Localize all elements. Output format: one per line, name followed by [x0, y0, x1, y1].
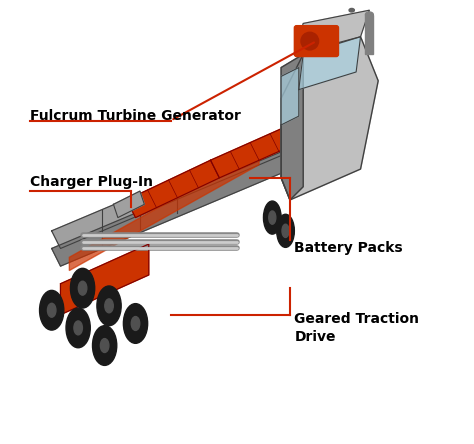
Ellipse shape: [71, 268, 95, 308]
Ellipse shape: [105, 299, 113, 313]
Polygon shape: [281, 54, 303, 200]
Polygon shape: [294, 10, 369, 54]
Ellipse shape: [282, 224, 289, 238]
Ellipse shape: [92, 326, 117, 365]
Polygon shape: [52, 125, 312, 249]
Polygon shape: [299, 37, 361, 90]
Text: Charger Plug-In: Charger Plug-In: [30, 175, 153, 189]
Text: Geared Traction
Drive: Geared Traction Drive: [294, 312, 419, 344]
Text: Fulcrum Turbine Generator: Fulcrum Turbine Generator: [30, 109, 240, 123]
Text: Battery Packs: Battery Packs: [294, 242, 403, 255]
Polygon shape: [52, 143, 312, 266]
Polygon shape: [69, 151, 259, 270]
Ellipse shape: [78, 281, 87, 295]
Polygon shape: [281, 37, 378, 200]
Ellipse shape: [301, 32, 319, 50]
Ellipse shape: [269, 211, 276, 224]
Ellipse shape: [39, 290, 64, 330]
Polygon shape: [281, 67, 299, 125]
Ellipse shape: [365, 12, 374, 17]
Ellipse shape: [310, 30, 336, 52]
Ellipse shape: [66, 308, 90, 348]
Ellipse shape: [349, 8, 355, 12]
Ellipse shape: [123, 304, 148, 343]
Ellipse shape: [277, 214, 294, 247]
Ellipse shape: [74, 321, 82, 335]
Ellipse shape: [100, 339, 109, 353]
Bar: [365, 15, 373, 54]
FancyBboxPatch shape: [294, 26, 338, 56]
Ellipse shape: [131, 317, 140, 330]
Polygon shape: [113, 191, 145, 218]
Polygon shape: [61, 244, 149, 315]
Polygon shape: [210, 125, 299, 178]
Ellipse shape: [264, 201, 281, 234]
Ellipse shape: [47, 303, 56, 317]
Polygon shape: [127, 160, 219, 218]
Ellipse shape: [97, 286, 121, 326]
